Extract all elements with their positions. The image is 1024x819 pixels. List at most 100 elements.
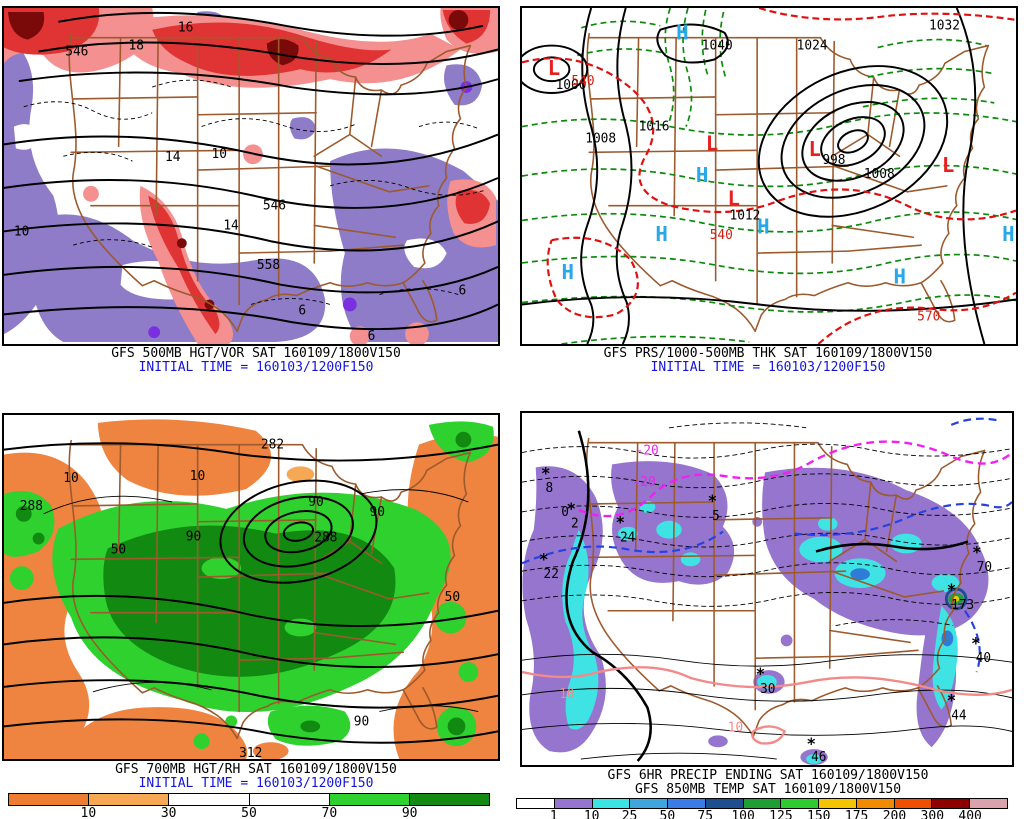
thickness-labels: 540 540 570 [571, 74, 940, 324]
height-contour-label: 546 [65, 44, 88, 59]
rh-contour-label: 90 [354, 714, 369, 729]
vorticity-label: 10 [14, 224, 29, 239]
height-contour-label: 288 [20, 499, 43, 514]
snow-marker-icon: * [756, 664, 764, 683]
thickness-540-570-lines [522, 8, 1016, 344]
low-marker: L [728, 187, 740, 211]
precip-amount-label: 70 [977, 560, 992, 575]
panel-title-precip: GFS 6HR PRECIP ENDING SAT 160109/1800V15… [607, 768, 929, 783]
pressure-label: 1040 [702, 39, 733, 54]
temp-10c-line [522, 666, 1012, 696]
snow-marker-icon: * [708, 491, 716, 510]
snow-marker-icon: * [947, 691, 955, 710]
initial-time-500mb: INITIAL TIME = 160103/1200F150 [138, 360, 374, 375]
snow-marker-icon: * [972, 633, 980, 652]
height-contour-label: 288 [314, 531, 337, 546]
map-mslp-thickness: H H H H H H H L L L L L 1040 1032 1024 1… [520, 6, 1018, 346]
precip-amount-label: 46 [811, 750, 826, 765]
high-marker: H [1002, 222, 1014, 246]
contour-labels-500mb: 546 16 18 14 10 546 558 6 6 10 14 6 [14, 21, 466, 344]
precip-amount-label: 5 [712, 509, 720, 524]
rh-colorbar: 10 30 50 70 90 [8, 793, 490, 819]
thickness-contours-cold [522, 8, 1016, 344]
temp-0c-line-west [565, 430, 652, 762]
panel-title-850temp: GFS 850MB TEMP SAT 160109/1800V150 [634, 782, 902, 797]
high-marker: H [655, 222, 667, 246]
pressure-label: 1008 [585, 131, 616, 146]
map-precip-850temp: * * * * * * * * * * * 8 2 24 22 5 70 173… [520, 411, 1014, 767]
rh-contour-label: 90 [186, 530, 201, 545]
thickness-label: 570 [917, 309, 940, 324]
pressure-label: 1016 [639, 120, 670, 135]
temp-minus20-line [578, 440, 1012, 518]
precip-amount-label: 22 [544, 567, 559, 582]
rh-contour-label: 50 [111, 542, 126, 557]
vorticity-label: 6 [368, 329, 376, 344]
temp-10c-loop [751, 725, 787, 745]
pressure-label: 1000 [556, 78, 587, 93]
height-contour-label: 282 [261, 438, 284, 453]
vorticity-label: 18 [128, 39, 143, 54]
vorticity-label: 14 [223, 218, 239, 233]
temp-label: 0 [561, 505, 569, 520]
low-marker: L [942, 153, 954, 177]
temp-0c-line-east [815, 540, 969, 553]
high-pressure-markers: H H H H H H H [562, 21, 1015, 289]
snow-marker-icon: * [540, 549, 548, 568]
panel-precip-850temp: * * * * * * * * * * * 8 2 24 22 5 70 173… [512, 409, 1024, 819]
temp-label: 10 [728, 720, 743, 735]
rh-contour-label: 90 [370, 505, 385, 520]
temp-label: -20 [633, 475, 656, 490]
snow-amount-markers: * * * * * * * * * * * [540, 463, 981, 753]
high-marker: H [562, 260, 574, 284]
snow-marker-icon: * [567, 499, 575, 518]
rh-contour-label: 90 [308, 495, 323, 510]
temp-minus10-lines [522, 417, 1012, 673]
rh-contours-thin [43, 489, 479, 712]
low-marker: L [809, 137, 821, 161]
vorticity-label: 10 [211, 147, 226, 162]
snow-marker-icon: * [542, 463, 550, 482]
panel-title-500mb: GFS 500MB HGT/VOR SAT 160109/1800V150 [111, 346, 401, 361]
pressure-label: 1008 [864, 167, 895, 182]
precip-amount-labels: 8 2 24 22 5 70 173 40 44 30 46 [544, 481, 992, 765]
pressure-label: 1012 [729, 208, 760, 223]
panel-title-700mb: GFS 700MB HGT/RH SAT 160109/1800V150 [115, 762, 397, 777]
high-marker: H [893, 265, 905, 289]
height-contour-label: 312 [239, 746, 262, 761]
rh-contour-label: 50 [445, 590, 460, 605]
precip-shading-moderate [562, 501, 960, 765]
panel-500mb-height-vorticity: 546 16 18 14 10 546 558 6 6 10 14 6 GFS … [0, 0, 512, 409]
temp-contours-below-freezing [522, 422, 1012, 627]
initial-time-mslp: INITIAL TIME = 160103/1200F150 [650, 360, 886, 375]
panel-mslp-thickness: H H H H H H H L L L L L 1040 1032 1024 1… [512, 0, 1024, 409]
rh-contour-label: 10 [190, 469, 205, 484]
height-contours-700mb [4, 442, 498, 744]
low-marker: L [548, 56, 560, 80]
panel-700mb-height-rh: 282 288 288 312 90 90 90 90 50 50 10 10 … [0, 409, 512, 819]
temp-label: 10 [559, 687, 574, 702]
contour-labels-700mb: 282 288 288 312 90 90 90 90 50 50 10 10 [20, 438, 460, 761]
precip-amount-label: 8 [546, 481, 554, 496]
vorticity-label: 6 [298, 303, 306, 318]
precip-colorbar: 1 10 25 50 75 100 125 150 175 200 300 400 [516, 798, 1008, 819]
initial-time-700mb: INITIAL TIME = 160103/1200F150 [138, 776, 374, 791]
precip-amount-label: 24 [620, 530, 636, 545]
snow-marker-icon: * [973, 542, 981, 561]
pressure-label: 998 [822, 153, 845, 168]
pressure-labels: 1040 1032 1024 1016 1008 1000 998 1012 1… [556, 19, 960, 224]
panel-title-mslp: GFS PRS/1000-500MB THK SAT 160109/1800V1… [603, 346, 933, 361]
precip-amount-label: 44 [951, 708, 967, 723]
thickness-label: 540 [710, 228, 733, 243]
high-marker: H [696, 163, 708, 187]
height-contour-label: 558 [257, 258, 280, 273]
thickness-label: 540 [571, 74, 594, 89]
map-500mb-vorticity: 546 16 18 14 10 546 558 6 6 10 14 6 [2, 6, 500, 346]
precip-amount-label: 40 [976, 651, 991, 666]
us-state-borders-map [586, 32, 990, 332]
pressure-label: 1032 [929, 19, 960, 34]
vorticity-label: 14 [165, 150, 181, 165]
rh-contour-label: 10 [63, 471, 78, 486]
snow-marker-icon: * [616, 513, 624, 532]
